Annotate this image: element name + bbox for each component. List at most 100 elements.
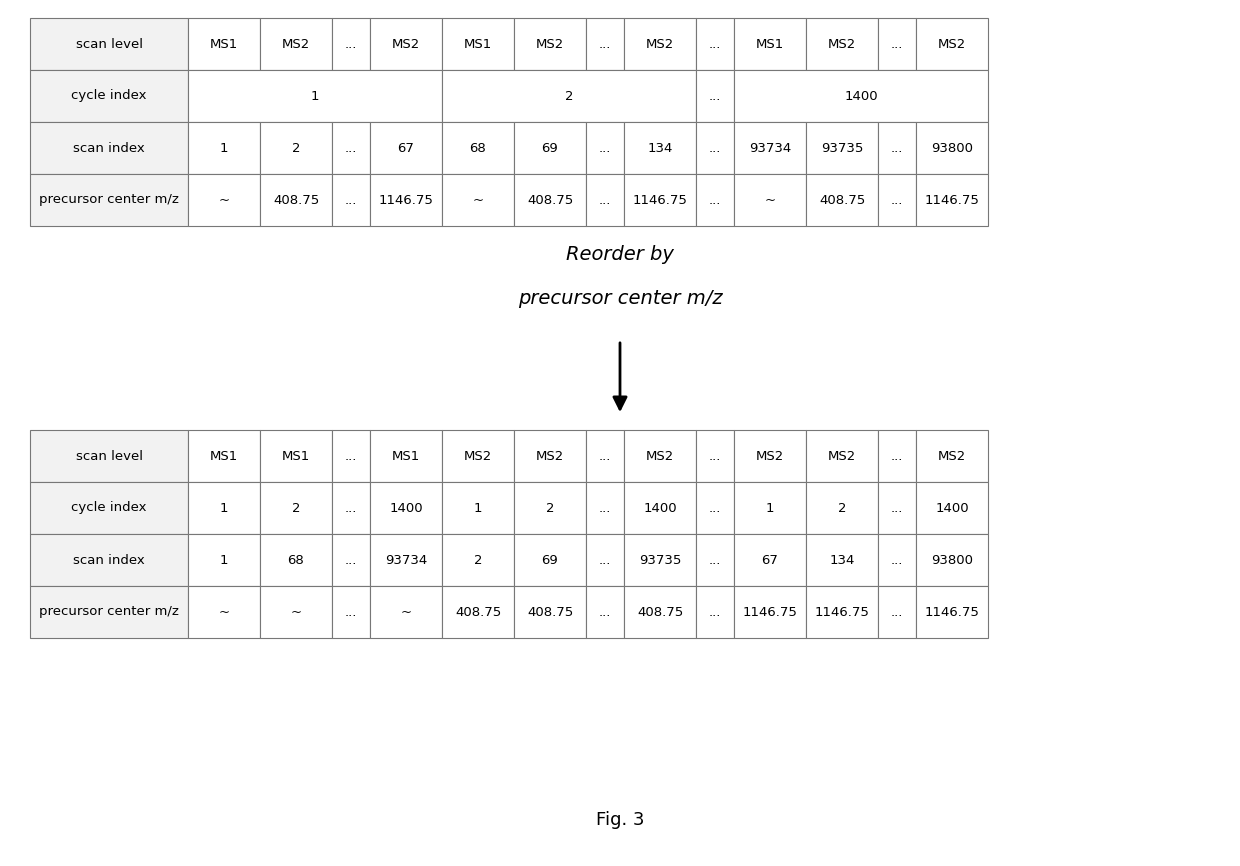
Bar bbox=[916, 18, 988, 70]
Bar bbox=[188, 430, 260, 482]
Text: MS2: MS2 bbox=[392, 37, 420, 50]
Text: 68: 68 bbox=[470, 141, 486, 154]
Text: 1: 1 bbox=[311, 89, 319, 102]
Text: 68: 68 bbox=[288, 553, 304, 566]
Bar bbox=[587, 122, 624, 174]
Text: ...: ... bbox=[890, 501, 903, 514]
Bar bbox=[696, 430, 734, 482]
Bar bbox=[30, 18, 188, 70]
Text: MS2: MS2 bbox=[828, 449, 856, 462]
Bar bbox=[260, 430, 332, 482]
Bar bbox=[370, 18, 441, 70]
Bar bbox=[916, 174, 988, 226]
Bar bbox=[734, 18, 806, 70]
Text: ...: ... bbox=[709, 553, 722, 566]
Bar bbox=[332, 430, 370, 482]
Bar bbox=[696, 586, 734, 638]
Bar bbox=[624, 122, 696, 174]
Text: ...: ... bbox=[709, 501, 722, 514]
Text: 1146.75: 1146.75 bbox=[743, 605, 797, 618]
Bar bbox=[734, 122, 806, 174]
Bar bbox=[806, 18, 878, 70]
Text: ...: ... bbox=[709, 605, 722, 618]
Bar bbox=[878, 586, 916, 638]
Bar bbox=[806, 122, 878, 174]
Bar bbox=[188, 482, 260, 534]
Bar bbox=[734, 70, 988, 122]
Bar bbox=[878, 18, 916, 70]
Text: ...: ... bbox=[709, 89, 722, 102]
Text: MS2: MS2 bbox=[646, 449, 675, 462]
Text: 1400: 1400 bbox=[935, 501, 968, 514]
Text: 134: 134 bbox=[647, 141, 672, 154]
Text: ...: ... bbox=[599, 553, 611, 566]
Text: ...: ... bbox=[709, 449, 722, 462]
Bar bbox=[370, 174, 441, 226]
Text: 1146.75: 1146.75 bbox=[815, 605, 869, 618]
Text: 69: 69 bbox=[542, 141, 558, 154]
Text: ...: ... bbox=[890, 37, 903, 50]
Bar bbox=[806, 534, 878, 586]
Text: 2: 2 bbox=[546, 501, 554, 514]
Text: 1146.75: 1146.75 bbox=[925, 605, 980, 618]
Bar bbox=[332, 122, 370, 174]
Bar bbox=[878, 430, 916, 482]
Text: 67: 67 bbox=[761, 553, 779, 566]
Bar bbox=[332, 174, 370, 226]
Bar bbox=[515, 534, 587, 586]
Text: 408.75: 408.75 bbox=[273, 193, 319, 206]
Text: ...: ... bbox=[890, 193, 903, 206]
Bar bbox=[260, 122, 332, 174]
Bar bbox=[878, 174, 916, 226]
Bar bbox=[916, 430, 988, 482]
Bar bbox=[188, 70, 441, 122]
Bar bbox=[370, 482, 441, 534]
Text: ...: ... bbox=[345, 605, 357, 618]
Text: ~: ~ bbox=[218, 605, 229, 618]
Bar bbox=[30, 534, 188, 586]
Bar bbox=[624, 18, 696, 70]
Bar bbox=[916, 586, 988, 638]
Bar bbox=[30, 430, 188, 482]
Bar bbox=[441, 70, 696, 122]
Bar bbox=[515, 174, 587, 226]
Text: ~: ~ bbox=[290, 605, 301, 618]
Text: 1: 1 bbox=[219, 501, 228, 514]
Text: scan index: scan index bbox=[73, 141, 145, 154]
Text: Fig. 3: Fig. 3 bbox=[595, 811, 645, 829]
Text: MS1: MS1 bbox=[210, 449, 238, 462]
Text: 1: 1 bbox=[219, 141, 228, 154]
Text: 1146.75: 1146.75 bbox=[925, 193, 980, 206]
Bar bbox=[696, 482, 734, 534]
Bar bbox=[696, 70, 734, 122]
Text: 1146.75: 1146.75 bbox=[632, 193, 687, 206]
Text: 1: 1 bbox=[474, 501, 482, 514]
Text: MS1: MS1 bbox=[756, 37, 784, 50]
Bar bbox=[30, 586, 188, 638]
Text: 408.75: 408.75 bbox=[527, 193, 573, 206]
Bar bbox=[734, 430, 806, 482]
Bar bbox=[30, 482, 188, 534]
Bar bbox=[624, 430, 696, 482]
Text: ...: ... bbox=[599, 449, 611, 462]
Text: 408.75: 408.75 bbox=[527, 605, 573, 618]
Bar bbox=[806, 430, 878, 482]
Text: precursor center m/z: precursor center m/z bbox=[40, 605, 179, 618]
Bar bbox=[441, 122, 515, 174]
Bar bbox=[806, 174, 878, 226]
Bar bbox=[587, 174, 624, 226]
Text: 1400: 1400 bbox=[644, 501, 677, 514]
Text: ...: ... bbox=[345, 141, 357, 154]
Bar bbox=[260, 534, 332, 586]
Text: 2: 2 bbox=[838, 501, 846, 514]
Text: ...: ... bbox=[599, 193, 611, 206]
Bar bbox=[587, 586, 624, 638]
Text: MS1: MS1 bbox=[281, 449, 310, 462]
Bar bbox=[624, 534, 696, 586]
Text: ~: ~ bbox=[401, 605, 412, 618]
Text: 1400: 1400 bbox=[389, 501, 423, 514]
Text: ...: ... bbox=[890, 141, 903, 154]
Text: MS1: MS1 bbox=[464, 37, 492, 50]
Bar bbox=[260, 18, 332, 70]
Text: 67: 67 bbox=[398, 141, 414, 154]
